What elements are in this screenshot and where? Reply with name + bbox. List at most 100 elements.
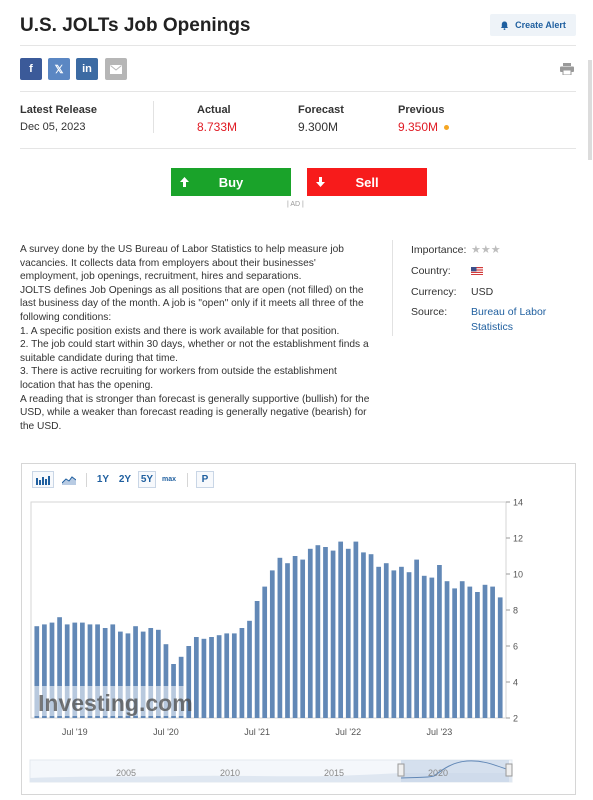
sell-button[interactable]: Sell xyxy=(307,168,427,196)
y-tick-label: 14 xyxy=(513,498,523,508)
bar[interactable] xyxy=(406,572,412,718)
bar[interactable] xyxy=(155,629,161,718)
bar[interactable] xyxy=(269,570,275,718)
bar[interactable] xyxy=(285,563,290,718)
bar[interactable] xyxy=(110,624,116,718)
bar[interactable] xyxy=(57,617,62,718)
bar[interactable] xyxy=(391,570,397,718)
facebook-share-button[interactable]: f xyxy=(20,58,42,80)
importance-label: Importance: xyxy=(411,244,467,256)
source-link-line: Bureau of Labor xyxy=(471,306,547,318)
latest-release-block: Latest Release Dec 05, 2023 xyxy=(20,104,97,133)
area-chart-button[interactable] xyxy=(58,471,80,488)
navigator-label: 2010 xyxy=(220,768,240,778)
bar[interactable] xyxy=(467,586,473,718)
bar[interactable] xyxy=(95,624,100,718)
create-alert-label: Create Alert xyxy=(515,20,566,30)
country-label: Country: xyxy=(411,265,451,277)
bar[interactable] xyxy=(414,559,419,718)
bar[interactable] xyxy=(148,628,154,718)
bar-chart[interactable]: 2 4 6 8 10 12 14 Investing.com Jul '19 Jul '20 Jul… xyxy=(22,464,575,794)
bar[interactable] xyxy=(361,552,366,718)
bar[interactable] xyxy=(338,541,344,718)
description-paragraph: JOLTS defines Job Openings as all positi… xyxy=(20,284,364,323)
bar[interactable] xyxy=(383,563,389,718)
bar[interactable] xyxy=(254,601,260,718)
bar[interactable] xyxy=(421,575,427,718)
linkedin-share-button[interactable]: in xyxy=(76,58,98,80)
navigator-label: 2020 xyxy=(428,768,448,778)
bar[interactable] xyxy=(330,550,336,718)
bar[interactable] xyxy=(239,628,245,718)
bar[interactable] xyxy=(277,557,283,718)
bar[interactable] xyxy=(376,566,382,718)
bar[interactable] xyxy=(42,624,47,718)
bar[interactable] xyxy=(345,548,351,718)
bar[interactable] xyxy=(429,577,435,718)
bar[interactable] xyxy=(315,545,321,718)
navigator-handle[interactable] xyxy=(505,763,513,777)
bar[interactable] xyxy=(459,581,465,718)
bar[interactable] xyxy=(452,588,457,718)
bar[interactable] xyxy=(49,622,55,718)
bar[interactable] xyxy=(201,638,207,718)
bar[interactable] xyxy=(186,646,192,718)
navigator-handle[interactable] xyxy=(397,763,405,777)
x-tick-label: Jul '22 xyxy=(335,727,361,737)
bar[interactable] xyxy=(307,548,313,718)
range-1y-button[interactable]: 1Y xyxy=(96,474,110,485)
create-alert-button[interactable]: Create Alert xyxy=(490,14,576,36)
range-max-button[interactable]: max xyxy=(161,476,176,483)
bar[interactable] xyxy=(353,541,359,718)
bar[interactable] xyxy=(399,566,404,718)
bar[interactable] xyxy=(216,635,222,718)
bar[interactable] xyxy=(102,628,108,718)
bar[interactable] xyxy=(300,559,306,718)
buy-button[interactable]: Buy xyxy=(171,168,291,196)
y-tick-label: 2 xyxy=(513,714,518,724)
bar[interactable] xyxy=(482,584,488,718)
bar[interactable] xyxy=(247,620,252,718)
bar[interactable] xyxy=(368,554,374,718)
bar[interactable] xyxy=(323,547,328,718)
p-button[interactable]: P xyxy=(196,471,214,488)
bar[interactable] xyxy=(193,637,199,718)
bar[interactable] xyxy=(118,631,123,718)
bar[interactable] xyxy=(497,597,503,718)
bar[interactable] xyxy=(231,633,237,718)
source-link[interactable]: Bureau of Labor Statistics xyxy=(471,305,546,335)
bar[interactable] xyxy=(490,586,495,718)
y-tick-label: 8 xyxy=(513,606,518,616)
bar[interactable] xyxy=(475,592,480,718)
bar-chart-button[interactable] xyxy=(32,471,54,488)
bar[interactable] xyxy=(163,644,169,718)
bar[interactable] xyxy=(34,626,40,718)
bar[interactable] xyxy=(224,633,230,718)
range-2y-button[interactable]: 2Y xyxy=(118,474,132,485)
sell-label: Sell xyxy=(355,174,379,190)
range-5y-button[interactable]: 5Y xyxy=(138,471,156,488)
bar[interactable] xyxy=(133,626,138,718)
bar[interactable] xyxy=(262,586,268,718)
bar[interactable] xyxy=(87,624,93,718)
twitter-share-button[interactable]: 𝕏 xyxy=(48,58,70,80)
us-flag-icon xyxy=(471,267,483,276)
bar[interactable] xyxy=(64,624,70,718)
scrollbar-track[interactable] xyxy=(588,60,592,160)
email-share-button[interactable] xyxy=(105,58,127,80)
star-icon: ★ xyxy=(480,244,491,256)
bar[interactable] xyxy=(444,581,450,718)
previous-value: 9.350M xyxy=(398,120,439,134)
bar[interactable] xyxy=(125,633,131,718)
bar[interactable] xyxy=(72,622,78,718)
y-tick-label: 4 xyxy=(513,678,518,688)
navigator-series xyxy=(30,773,512,782)
bar[interactable] xyxy=(80,622,85,718)
divider xyxy=(20,45,576,46)
print-icon[interactable] xyxy=(560,63,574,75)
bar[interactable] xyxy=(140,631,146,718)
bar[interactable] xyxy=(437,565,442,718)
bar[interactable] xyxy=(292,556,298,718)
bar[interactable] xyxy=(209,637,214,718)
latest-release-label: Latest Release xyxy=(20,104,98,116)
